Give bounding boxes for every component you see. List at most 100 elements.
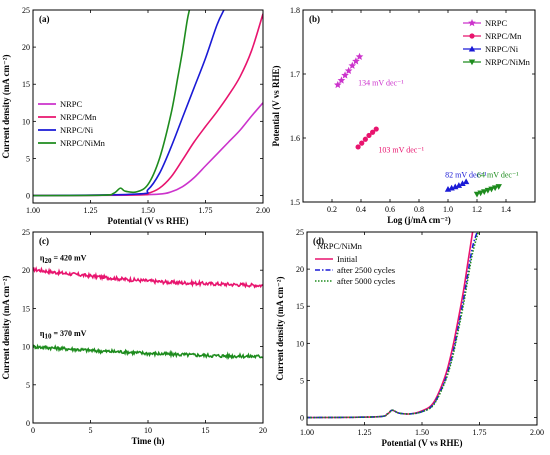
y-tick-label: 20: [296, 265, 304, 274]
tafel-slope-label: 64 mV dec⁻¹: [477, 171, 519, 180]
y-tick-label: 20: [22, 266, 30, 275]
data-point: [362, 136, 368, 142]
legend-label: NRPC/NiMn: [485, 57, 531, 67]
series-line: [33, 266, 263, 289]
y-tick-label: 0: [26, 419, 30, 428]
data-point: [352, 57, 360, 65]
x-tick-label: 0.6: [385, 205, 395, 214]
x-tick-label: 0.2: [327, 205, 337, 214]
x-tick-label: 0.8: [414, 205, 424, 214]
legend-title: NRPC/NiMn: [317, 241, 363, 251]
y-tick-label: 1.8: [290, 6, 300, 15]
x-axis-label: Potential (V vs RHE): [107, 216, 188, 226]
y-tick-label: 5: [26, 381, 30, 390]
series-line: [307, 232, 480, 419]
x-tick-label: 1.50: [415, 428, 429, 437]
y-axis-label: Potential (V vs RHE): [271, 65, 281, 146]
panel-d: 1.00 1.25 1.50 1.75 2.00 0 5 10 15 20 25 Potential …: [275, 228, 544, 448]
data-point: [491, 185, 499, 192]
y-tick-label: 10: [22, 117, 30, 126]
tafel-slope-label: 134 mV dec⁻¹: [358, 79, 404, 88]
panel-label: (c): [39, 236, 49, 246]
x-tick-label: 1.4: [501, 205, 511, 214]
legend-label: after 5000 cycles: [337, 276, 395, 286]
data-point: [488, 186, 495, 193]
axes-frame: [32, 231, 264, 424]
legend-label: after 2500 cycles: [337, 265, 395, 275]
legend-label: NRPC: [60, 99, 83, 109]
axes-frame: [302, 9, 536, 203]
x-tick-label: 5: [89, 426, 93, 435]
axes-frame: [306, 231, 538, 426]
x-tick-label: 1.75: [473, 428, 487, 437]
legend-label: NRPC/Ni: [485, 44, 519, 54]
tafel-slope-label: 103 mV dec⁻¹: [378, 146, 424, 155]
series-line: [307, 232, 478, 419]
panel-b: 0.2 0.4 0.6 0.8 1.0 1.2 1.4 1.5 1.6 1.7 1.8 Log (j/…: [271, 6, 536, 225]
y-tick-label: 10: [296, 339, 304, 348]
y-tick-label: 5: [300, 376, 304, 385]
y-tick-label: 25: [296, 228, 304, 237]
series-line: [33, 10, 225, 197]
y-tick-label: 20: [22, 43, 30, 52]
plot-area: [33, 10, 263, 197]
x-tick-label: 1.2: [472, 205, 482, 214]
series-line: [33, 343, 263, 360]
y-tick-label: 25: [22, 228, 30, 237]
data-point: [359, 140, 365, 146]
legend-marker: [468, 19, 476, 27]
series-line: [33, 102, 263, 197]
plot-area: [33, 266, 263, 360]
data-point: [455, 182, 463, 188]
y-tick-label: 25: [22, 6, 30, 15]
y-axis-label: Current density (mA cm⁻²): [1, 54, 11, 158]
x-axis-label: Potential (V vs RHE): [381, 438, 462, 448]
legend-marker: [469, 33, 475, 39]
legend-label: NRPC: [485, 18, 508, 28]
data-point: [495, 184, 502, 190]
x-tick-label: 0: [31, 426, 35, 435]
x-axis-label: Log (j/mA cm⁻²): [387, 215, 450, 225]
data-point: [477, 190, 484, 197]
x-tick-label: 2.00: [256, 206, 270, 215]
data-point: [370, 129, 376, 135]
y-axis-label: Current density (mA cm⁻²): [275, 276, 285, 380]
x-tick-label: 20: [259, 426, 267, 435]
y-tick-label: 15: [22, 304, 30, 313]
x-tick-label: 1.75: [199, 206, 213, 215]
data-point: [348, 61, 357, 69]
y-tick-label: 15: [296, 302, 304, 311]
x-tick-label: 1.25: [84, 206, 98, 215]
x-tick-label: 1.25: [358, 428, 372, 437]
x-axis-label: Time (h): [131, 436, 164, 446]
data-point: [462, 178, 470, 185]
data-point: [459, 180, 466, 186]
x-tick-label: 1.50: [141, 206, 155, 215]
panel-label: (a): [39, 14, 50, 24]
y-axis-label: Current density (mA cm⁻²): [1, 275, 11, 379]
tafel-slope-label: 82 mV dec⁻¹: [445, 171, 487, 180]
data-point: [334, 80, 342, 89]
data-point: [484, 187, 492, 194]
y-tick-label: 5: [26, 154, 30, 163]
plot-area: [307, 232, 480, 419]
legend-label: NRPC/Mn: [485, 31, 522, 41]
overpotential-label: η20 = 420 mV: [40, 253, 87, 265]
x-tick-label: 1.0: [443, 205, 453, 214]
legend-label: NRPC/Mn: [60, 112, 97, 122]
data-point: [341, 71, 349, 79]
y-tick-label: 10: [22, 343, 30, 352]
data-point: [366, 132, 372, 139]
y-tick-label: 15: [22, 80, 30, 89]
panel-label: (b): [309, 14, 320, 24]
data-point: [373, 126, 379, 132]
legend-label: Initial: [337, 254, 358, 264]
y-tick-label: 1.5: [290, 198, 300, 207]
y-tick-label: 0: [26, 192, 30, 201]
x-tick-label: 2.00: [530, 428, 544, 437]
panel-a: 1.00 1.25 1.50 1.75 2.00 0 5 10 15 20 25 Potential …: [1, 6, 270, 226]
legend-label: NRPC/NiMn: [60, 138, 106, 148]
x-tick-label: 10: [144, 426, 152, 435]
legend-marker: [468, 45, 476, 52]
